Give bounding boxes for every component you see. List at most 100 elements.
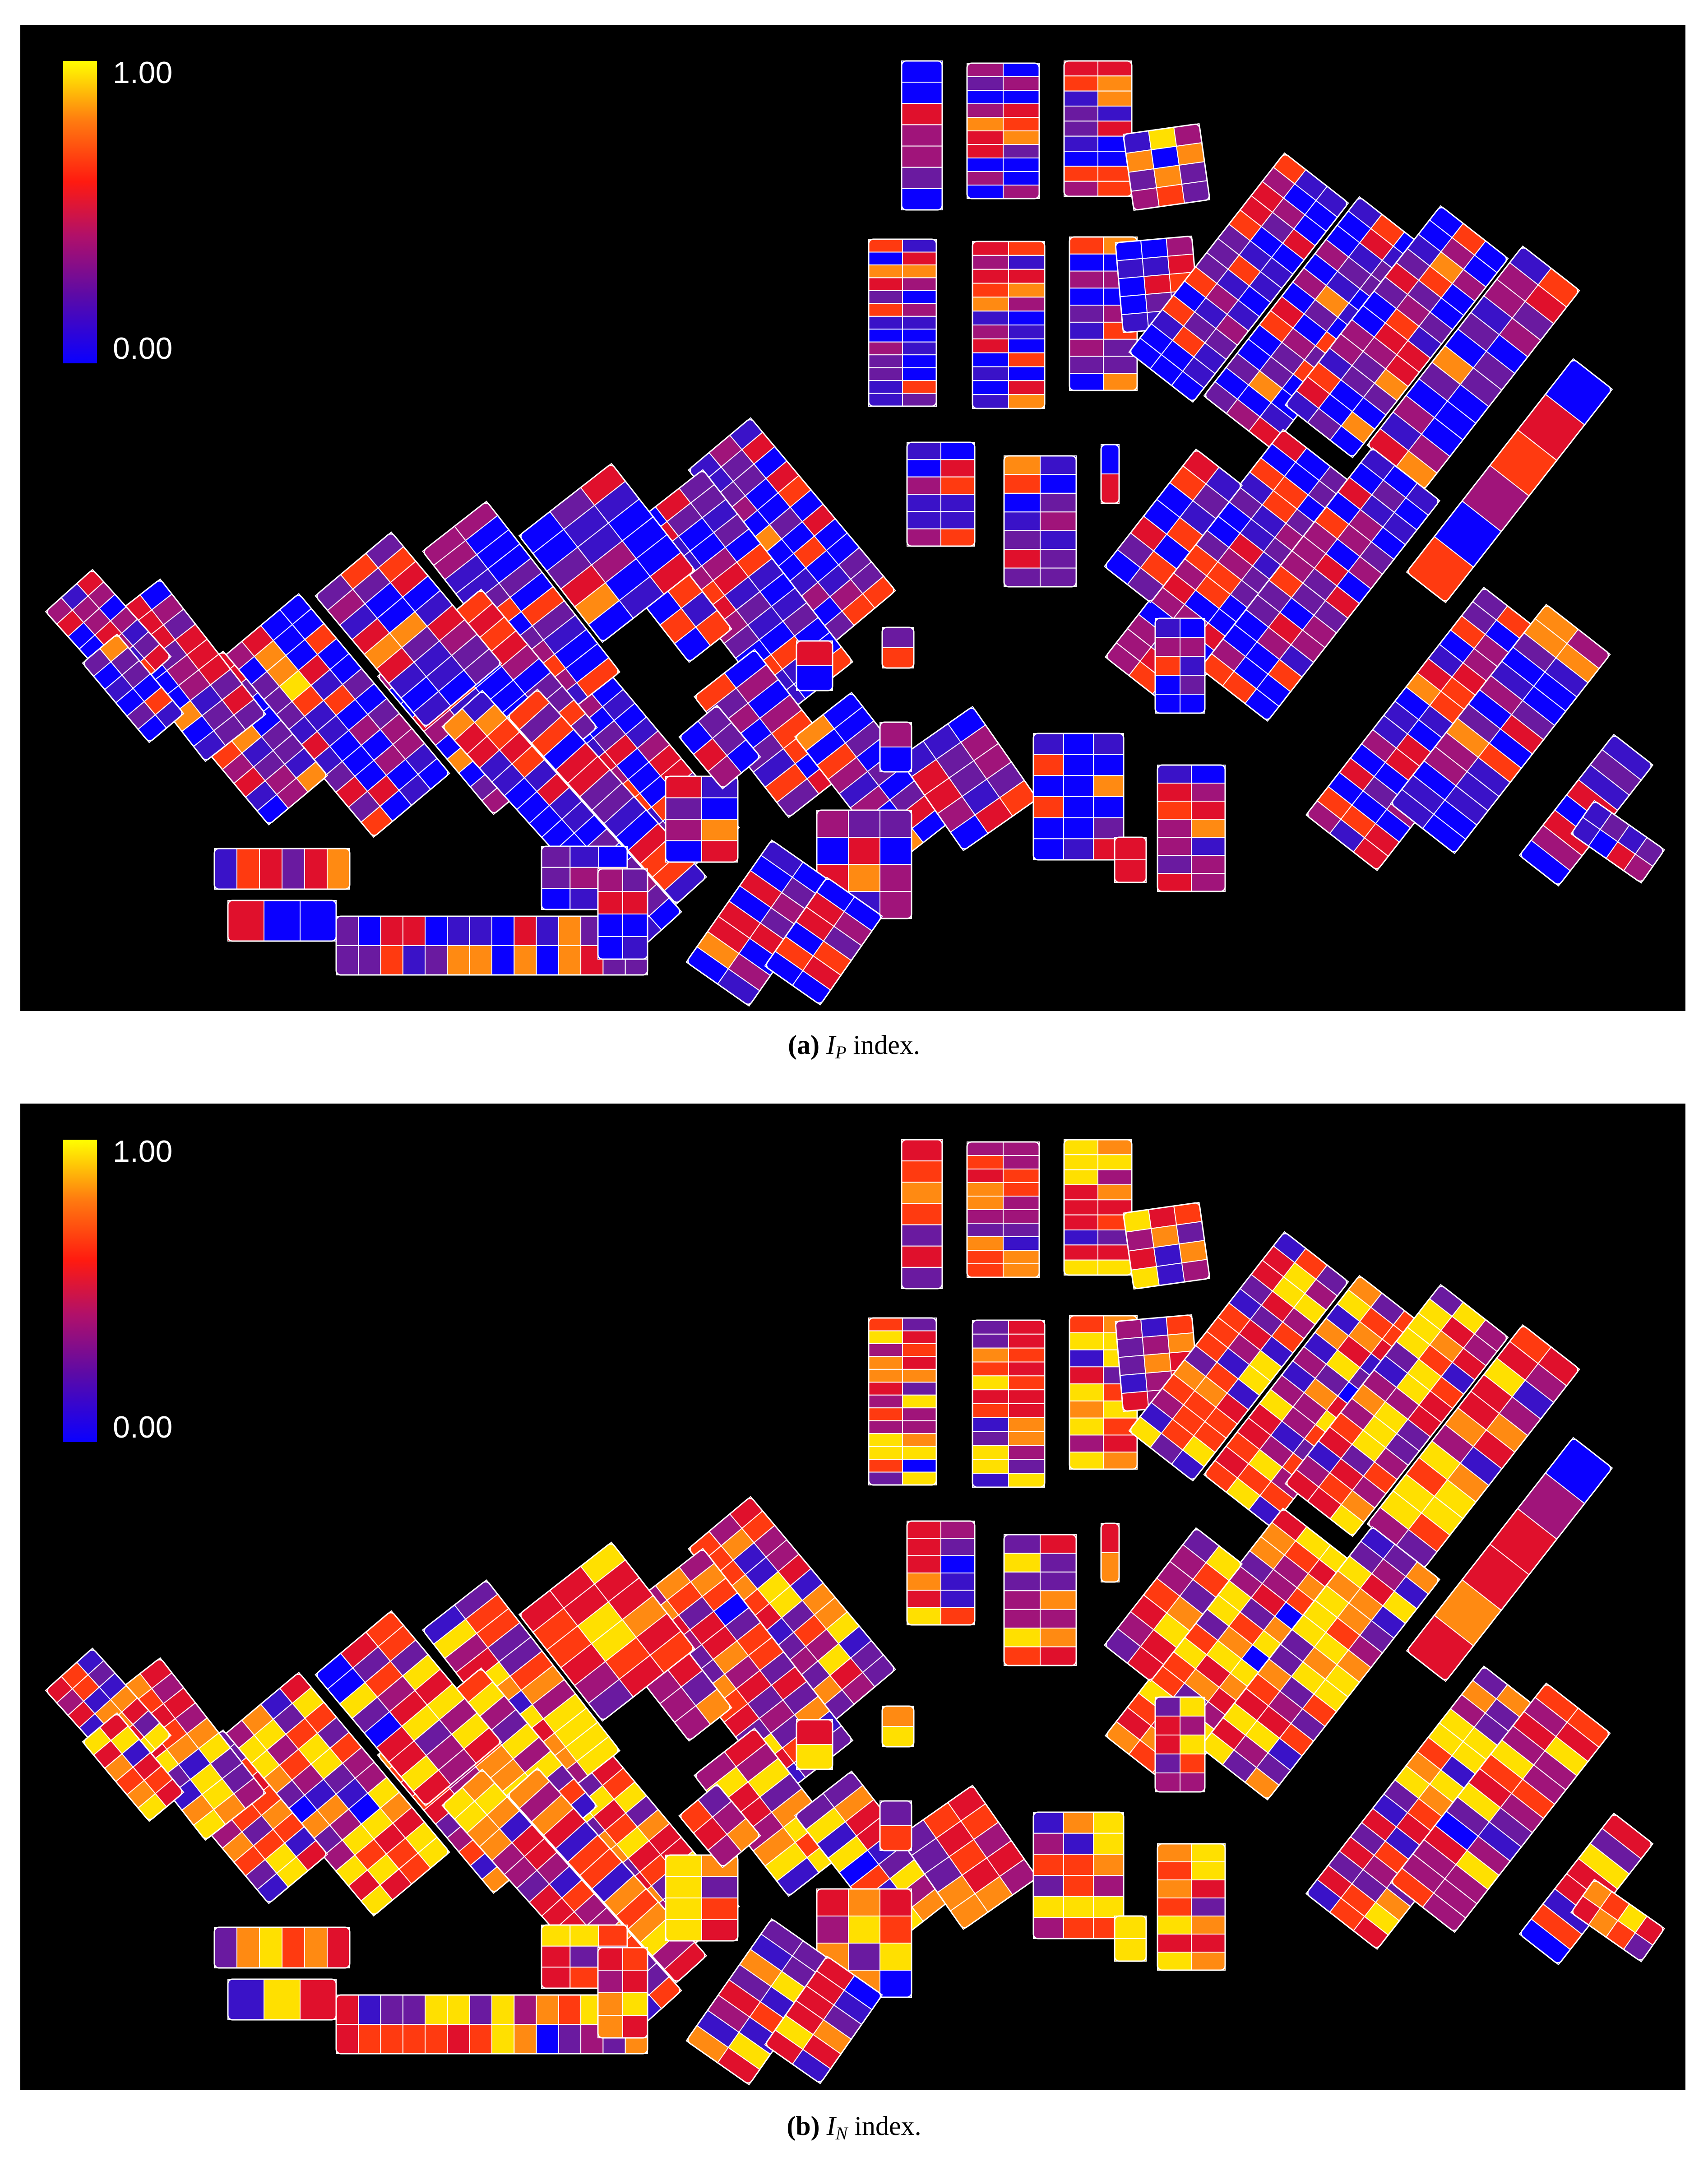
parcel-cell bbox=[1008, 1347, 1045, 1363]
parcel-cell bbox=[972, 1473, 1009, 1488]
block-outline bbox=[316, 1612, 500, 1805]
parcel-cell bbox=[1157, 819, 1192, 838]
parcel-cell bbox=[1040, 549, 1077, 569]
parcel-cell bbox=[816, 1916, 849, 1944]
city-block bbox=[1122, 1202, 1211, 1290]
parcel-cell bbox=[597, 2015, 623, 2038]
parcel-cell bbox=[901, 167, 943, 189]
block-outline bbox=[508, 1769, 706, 1982]
parcel-cell bbox=[1003, 171, 1040, 186]
parcel-cell bbox=[972, 1459, 1009, 1474]
city-block bbox=[1114, 1915, 1147, 1962]
parcel-cell bbox=[1004, 1534, 1041, 1554]
parcel-cell bbox=[1003, 103, 1040, 118]
parcel-cell bbox=[1116, 1336, 1145, 1358]
colorbar-max-label: 1.00 bbox=[113, 1134, 173, 1169]
parcel-cell bbox=[1069, 1349, 1104, 1368]
parcel-cell bbox=[1008, 338, 1045, 353]
parcel-cell bbox=[972, 1333, 1009, 1349]
city-block bbox=[1103, 448, 1243, 603]
parcel-cell bbox=[907, 511, 941, 529]
parcel-cell bbox=[882, 1726, 914, 1747]
parcel-cell bbox=[1155, 656, 1180, 676]
parcel-cell bbox=[1180, 1772, 1205, 1792]
parcel-cell bbox=[902, 251, 937, 265]
parcel-cell bbox=[1033, 1833, 1064, 1855]
parcel-cell bbox=[1155, 1716, 1180, 1735]
parcel-cell bbox=[907, 1573, 941, 1591]
city-block bbox=[1570, 800, 1666, 884]
parcel-cell bbox=[902, 315, 937, 330]
block-outline bbox=[443, 1770, 680, 2026]
parcel-cell bbox=[972, 366, 1009, 381]
parcel-cell bbox=[1008, 1431, 1045, 1446]
parcel-cell bbox=[1142, 255, 1170, 277]
parcel-cell bbox=[972, 311, 1009, 325]
parcel-cell bbox=[902, 1343, 937, 1357]
block-outline bbox=[1105, 450, 1241, 602]
parcel-cell bbox=[901, 124, 943, 147]
parcel-cell bbox=[227, 900, 264, 942]
parcel-cell bbox=[1166, 1314, 1194, 1336]
parcel-cell bbox=[901, 1203, 943, 1225]
parcel-cell bbox=[425, 945, 448, 975]
parcel-cell bbox=[1003, 117, 1040, 131]
parcel-cell bbox=[1064, 1169, 1098, 1185]
block-outline bbox=[879, 1800, 912, 1851]
parcel-cell bbox=[901, 1182, 943, 1204]
parcel-cell bbox=[967, 1263, 1004, 1278]
city-block bbox=[82, 633, 185, 743]
parcel-cell bbox=[1191, 819, 1226, 838]
parcel-cell bbox=[1180, 1716, 1205, 1735]
parcel-cell bbox=[1033, 1896, 1064, 1918]
city-block bbox=[1100, 1522, 1120, 1583]
city-block bbox=[1003, 1534, 1077, 1666]
parcel-cell bbox=[967, 117, 1004, 131]
block-outline bbox=[443, 691, 680, 947]
city-block bbox=[518, 463, 696, 643]
parcel-cell bbox=[972, 255, 1009, 270]
parcel-cell bbox=[940, 476, 975, 495]
parcel-cell bbox=[1064, 1184, 1098, 1201]
parcel-cell bbox=[868, 1343, 903, 1357]
parcel-cell bbox=[622, 914, 648, 937]
block-outline bbox=[796, 640, 833, 691]
parcel-cell bbox=[1069, 339, 1104, 357]
block-outline bbox=[83, 635, 183, 742]
parcel-cell bbox=[1155, 1772, 1180, 1792]
block-outline bbox=[597, 1947, 648, 2039]
parcel-cell bbox=[848, 1888, 880, 1916]
caption-in: (b) IN index. bbox=[0, 2112, 1708, 2143]
parcel-cell bbox=[967, 1250, 1004, 1264]
parcel-cell bbox=[469, 2024, 492, 2054]
parcel-cell bbox=[665, 1855, 702, 1877]
parcel-cell bbox=[972, 1375, 1009, 1391]
parcel-cell bbox=[796, 640, 833, 666]
parcel-cell bbox=[1157, 765, 1192, 784]
parcel-cell bbox=[1064, 121, 1098, 137]
block-outline bbox=[972, 241, 1046, 409]
parcel-cell bbox=[491, 2024, 515, 2054]
parcel-cell bbox=[402, 1995, 426, 2025]
parcel-cell bbox=[597, 868, 623, 892]
parcel-cell bbox=[1155, 675, 1180, 695]
parcel-cell bbox=[879, 1943, 912, 1971]
block-outline bbox=[316, 533, 500, 726]
parcel-cell bbox=[264, 1979, 301, 2020]
parcel-cell bbox=[1191, 873, 1226, 892]
block-outline bbox=[796, 1719, 833, 1770]
block-outline bbox=[520, 464, 694, 641]
parcel-cell bbox=[1118, 276, 1146, 297]
block-outline bbox=[665, 775, 739, 863]
parcel-cell bbox=[868, 1446, 903, 1460]
parcel-cell bbox=[558, 916, 582, 946]
parcel-cell bbox=[665, 1898, 702, 1920]
parcel-cell bbox=[1033, 754, 1064, 776]
city-block bbox=[1157, 1843, 1226, 1971]
parcel-cell bbox=[380, 1995, 403, 2025]
city-block bbox=[898, 1784, 1038, 1930]
parcel-cell bbox=[868, 354, 903, 368]
parcel-cell bbox=[1008, 1389, 1045, 1404]
city-block bbox=[796, 1719, 833, 1770]
parcel-cell bbox=[902, 1446, 937, 1460]
